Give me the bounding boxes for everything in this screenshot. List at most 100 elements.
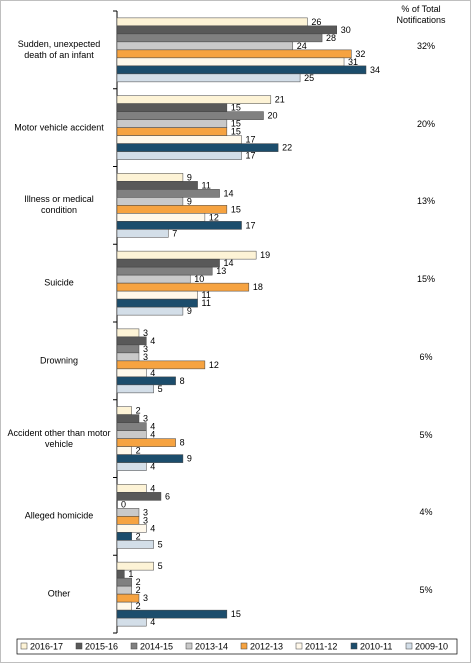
- side-label: 20%: [416, 118, 435, 129]
- category-label: Other: [47, 588, 71, 599]
- value-label: 3: [143, 593, 148, 603]
- value-label: 7: [172, 228, 177, 238]
- value-label: 11: [202, 290, 211, 300]
- bar: [116, 360, 206, 370]
- value-label: 13: [216, 266, 226, 276]
- value-label: 9: [187, 172, 192, 182]
- value-label: 25: [304, 73, 314, 83]
- bar: [116, 33, 323, 43]
- bar: [116, 298, 198, 308]
- value-label: 34: [370, 65, 380, 75]
- bar: [116, 306, 184, 316]
- value-label: 4: [150, 462, 155, 472]
- bar: [116, 181, 198, 190]
- bar: [116, 127, 228, 136]
- side-label: 6%: [419, 351, 433, 362]
- value-label: 17: [246, 220, 256, 230]
- bar: [116, 414, 140, 423]
- value-label: 3: [143, 515, 148, 525]
- bar: [116, 173, 184, 182]
- value-label: 30: [341, 25, 351, 35]
- value-label: 22: [282, 143, 292, 153]
- bar: [116, 376, 176, 386]
- bar: [116, 516, 140, 525]
- value-label: 8: [180, 438, 185, 448]
- value-label: 19: [260, 250, 270, 260]
- bar: [116, 229, 169, 238]
- legend-label: 2011-12: [305, 641, 337, 651]
- value-label: 14: [224, 188, 234, 198]
- side-label: 32%: [416, 40, 435, 51]
- bar: [116, 73, 301, 83]
- category-label: Alleged homicide: [24, 510, 94, 521]
- bar: [116, 49, 352, 59]
- side-label: 5%: [419, 585, 433, 596]
- bar: [116, 57, 345, 67]
- bar: [116, 577, 132, 587]
- value-label: 18: [253, 282, 263, 292]
- legend-label: 2013-14: [195, 641, 228, 651]
- value-label: 5: [158, 539, 163, 549]
- legend: 2016-17 2015-16 2014-15 2013-14 2012-13 2011-…: [16, 638, 458, 655]
- legend-label: 2015-16: [85, 641, 118, 651]
- bar: [116, 352, 140, 362]
- value-label: 2: [136, 601, 141, 611]
- bar: [116, 213, 206, 222]
- value-label: 2: [136, 446, 141, 456]
- bar: [116, 151, 242, 160]
- bar: [116, 103, 228, 112]
- value-label: 4: [150, 523, 155, 533]
- bar: [116, 65, 367, 75]
- side-label: 5%: [419, 429, 433, 440]
- value-label: 10: [194, 274, 204, 284]
- value-label: 4: [150, 368, 155, 378]
- bar: [116, 282, 250, 292]
- bar: [116, 422, 147, 431]
- category-label: Accident other than motor vehicle: [7, 427, 111, 449]
- value-label: 5: [158, 561, 163, 571]
- side-label: 13%: [416, 196, 435, 207]
- value-label: 20: [267, 111, 277, 121]
- value-label: 5: [158, 384, 163, 394]
- value-label: 9: [187, 306, 192, 316]
- value-label: 24: [297, 41, 307, 51]
- bar: [116, 438, 176, 447]
- bar: [116, 290, 198, 300]
- value-label: 8: [180, 376, 185, 386]
- bar: [116, 430, 147, 439]
- side-header: % of Total Notifications: [396, 4, 446, 25]
- legend-label: 2014-15: [140, 641, 173, 651]
- bar: [116, 524, 147, 533]
- legend-label: 2010-11: [360, 641, 392, 651]
- value-label: 3: [143, 507, 148, 517]
- bar: [116, 569, 125, 579]
- legend-swatch: [295, 642, 303, 650]
- bar: [116, 508, 140, 517]
- legend-swatch: [405, 642, 413, 650]
- value-label: 3: [143, 352, 148, 362]
- value-label: 26: [311, 17, 321, 27]
- legend-swatch: [350, 642, 358, 650]
- value-label: 1: [128, 569, 133, 579]
- value-label: 4: [150, 617, 155, 627]
- value-label: 14: [224, 258, 234, 268]
- category-label: Suicide: [44, 277, 74, 288]
- legend-swatch: [240, 642, 248, 650]
- legend-swatch: [20, 642, 28, 650]
- bar: [116, 344, 140, 354]
- value-label: 3: [143, 328, 148, 338]
- bar: [116, 454, 184, 463]
- legend-swatch: [130, 642, 138, 650]
- side-label: 15%: [416, 274, 435, 285]
- value-label: 2: [136, 585, 141, 595]
- legend-label: 2009-10: [415, 641, 448, 651]
- value-label: 4: [150, 336, 155, 346]
- bar: [116, 609, 228, 619]
- value-label: 15: [231, 127, 241, 137]
- bar: [116, 274, 191, 284]
- value-label: 11: [202, 180, 211, 190]
- value-label: 9: [187, 454, 192, 464]
- bar: [116, 111, 264, 120]
- bar: [116, 119, 228, 128]
